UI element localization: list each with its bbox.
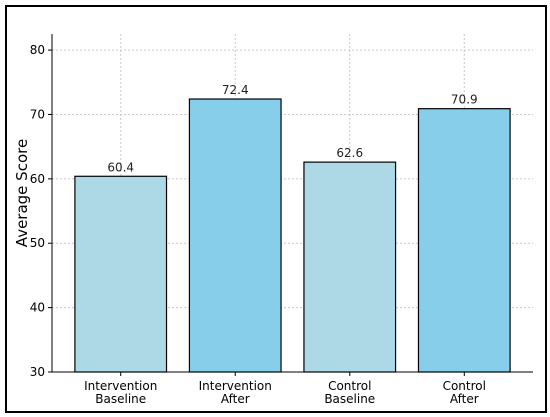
bar-value-label: 70.9 <box>451 93 478 107</box>
bar-value-label: 60.4 <box>107 160 134 174</box>
bar-value-label: 62.6 <box>336 146 363 160</box>
x-tick-label: Control After <box>443 379 486 406</box>
y-tick-label: 50 <box>30 236 45 250</box>
y-tick-label: 30 <box>30 365 45 379</box>
bar <box>417 108 511 373</box>
y-axis-label: Average Score <box>13 139 31 247</box>
x-tick-label-line: Baseline <box>95 392 146 406</box>
bar-value-label: 72.4 <box>222 83 249 97</box>
y-tick-label: 70 <box>30 107 45 121</box>
x-tick-label-line: Control <box>328 379 371 393</box>
data-labels: 60.4 72.4 62.6 70.9 <box>107 83 477 174</box>
x-tick-label: Intervention Baseline <box>84 379 157 406</box>
bar-chart: 60.4 72.4 62.6 70.9 30 40 50 60 70 80 Interventio… <box>13 34 533 406</box>
axes <box>48 34 533 376</box>
bar <box>303 161 397 373</box>
x-tick-label-line: Intervention <box>84 379 157 393</box>
y-tick-label: 40 <box>30 301 45 315</box>
y-tick-label: 80 <box>30 43 45 57</box>
y-tick-label: 60 <box>30 172 45 186</box>
bar <box>74 175 168 373</box>
x-tick-label-line: After <box>221 392 250 406</box>
x-tick-label-line: Intervention <box>199 379 272 393</box>
x-tick-label-line: Baseline <box>324 392 375 406</box>
bar <box>188 98 282 373</box>
x-tick-label: Intervention After <box>199 379 272 406</box>
x-tick-label-line: Control <box>443 379 486 393</box>
bars <box>74 98 511 373</box>
x-tick-label-line: After <box>450 392 479 406</box>
x-tick-label: Control Baseline <box>324 379 375 406</box>
chart-frame: 60.4 72.4 62.6 70.9 30 40 50 60 70 80 Interventio… <box>5 5 547 413</box>
